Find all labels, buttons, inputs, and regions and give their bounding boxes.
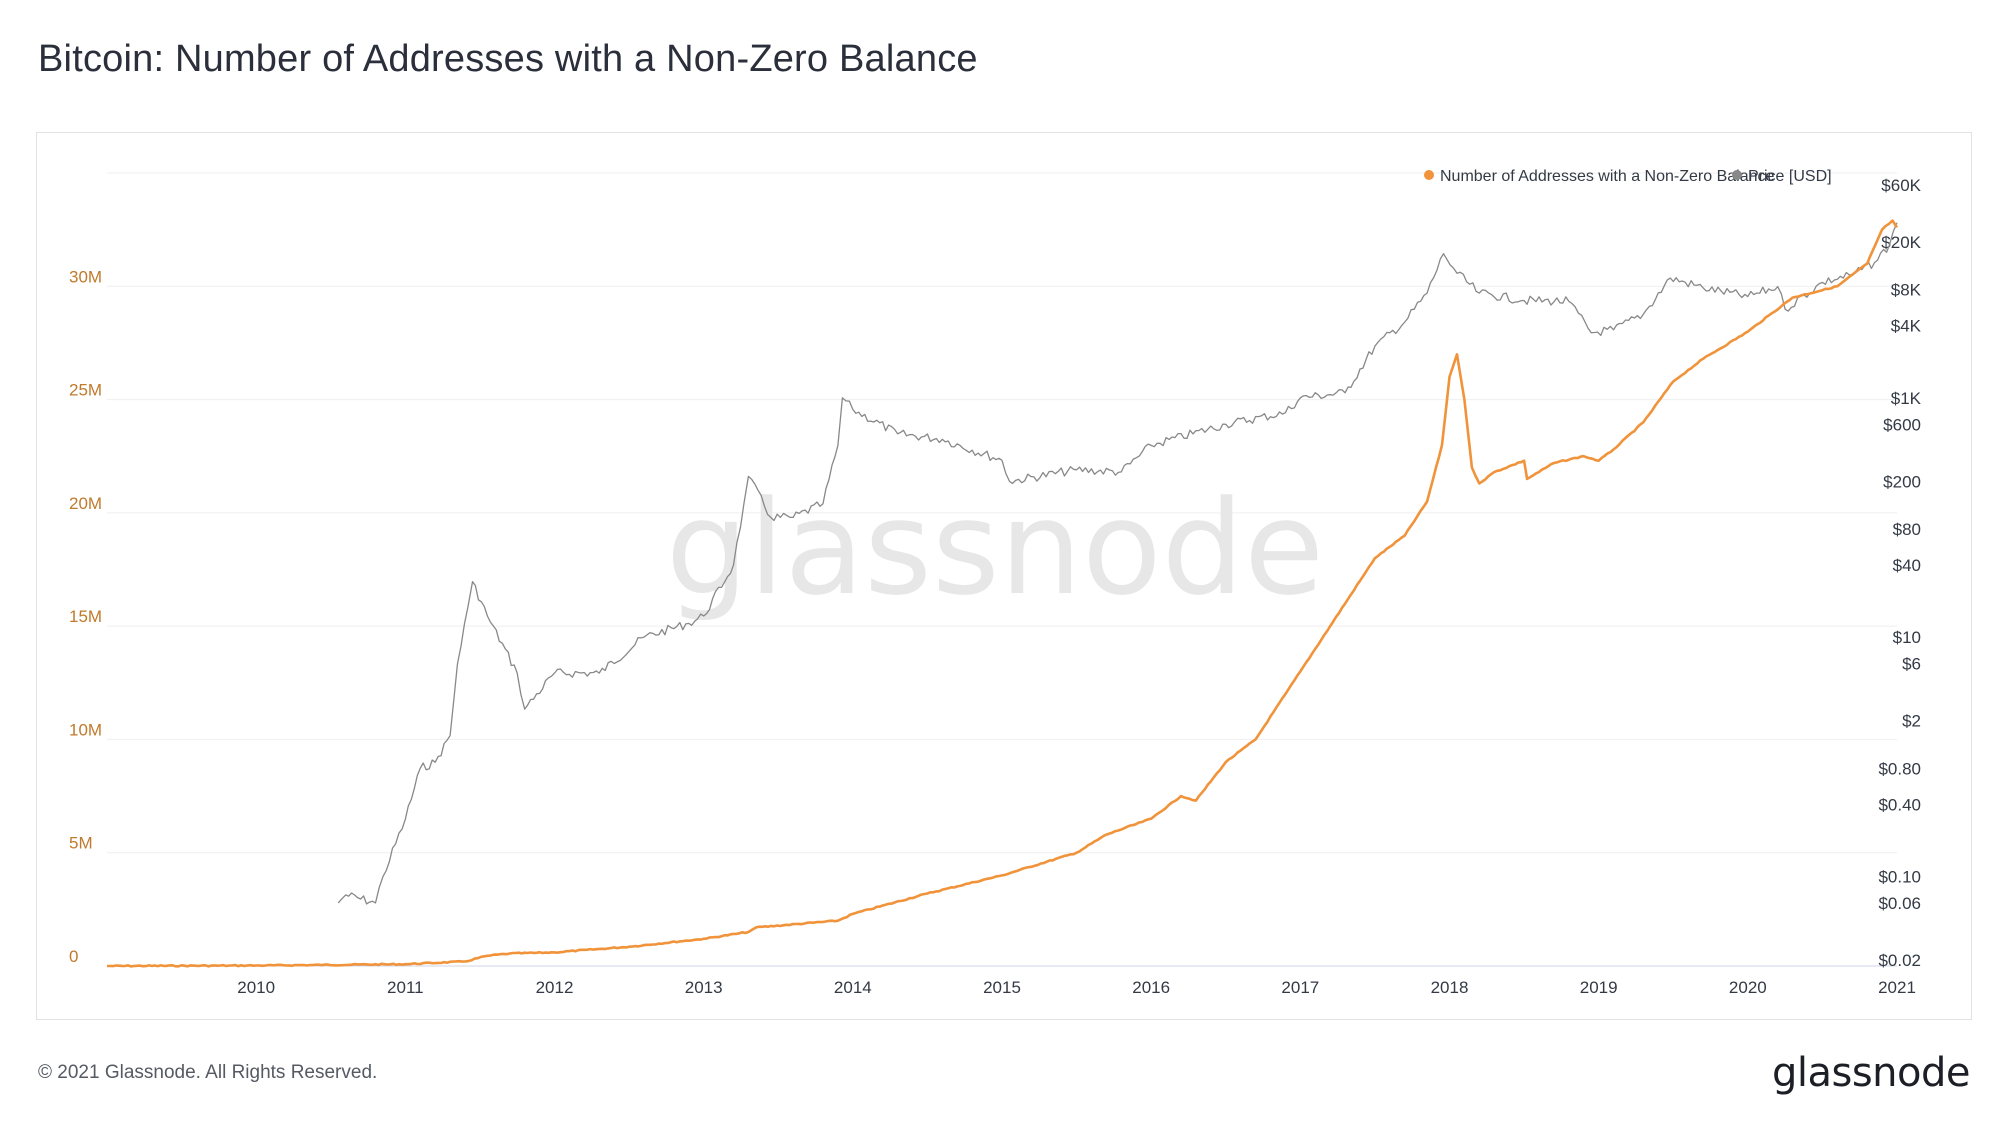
left-axis-tick-label: 15M	[69, 607, 102, 626]
glassnode-logo[interactable]: glassnode	[1771, 1050, 1971, 1096]
x-axis-tick-label: 2019	[1580, 978, 1618, 997]
right-axis-tick-label: $200	[1883, 472, 1921, 491]
left-axis-tick-label: 30M	[69, 267, 102, 286]
x-axis-tick-label: 2016	[1132, 978, 1170, 997]
addresses-series-line	[107, 219, 1899, 968]
copyright-text: © 2021 Glassnode. All Rights Reserved.	[38, 1062, 378, 1083]
price-series-line	[337, 222, 1898, 905]
x-axis-tick-label: 2018	[1431, 978, 1469, 997]
x-axis-tick-label: 2013	[685, 978, 723, 997]
legend-label-addresses[interactable]: Number of Addresses with a Non-Zero Bala…	[1440, 168, 1774, 185]
x-axis-tick-label: 2010	[237, 978, 275, 997]
legend: Number of Addresses with a Non-Zero Bala…	[1424, 168, 1832, 185]
right-axis-tick-label: $60K	[1881, 176, 1921, 195]
x-axis: 2010 2011 2012 2013 2014 2015 2016 2017 2018 2019…	[237, 978, 1916, 997]
right-axis-tick-label: $0.06	[1878, 894, 1921, 913]
x-axis-tick-label: 2015	[983, 978, 1021, 997]
watermark: glassnode	[666, 472, 1324, 624]
right-axis-tick-label: $0.80	[1878, 759, 1921, 778]
series-layer	[107, 219, 1899, 968]
grid-lines	[107, 172, 1897, 967]
legend-swatch-price	[1732, 170, 1742, 180]
right-axis-tick-label: $2	[1902, 712, 1921, 731]
x-axis-tick-label: 2020	[1729, 978, 1767, 997]
right-axis-tick-label: $8K	[1891, 281, 1922, 300]
left-axis-tick-label: 0	[69, 947, 78, 966]
left-axis: 0 5M 10M 15M 20M 25M 30M	[69, 267, 102, 966]
right-axis-tick-label: $10	[1893, 628, 1921, 647]
right-axis-tick-label: $1K	[1891, 389, 1922, 408]
x-axis-tick-label: 2017	[1281, 978, 1319, 997]
x-axis-tick-label: 2021	[1878, 978, 1916, 997]
right-axis-tick-label: $600	[1883, 415, 1921, 434]
left-axis-tick-label: 5M	[69, 834, 93, 853]
right-axis-tick-label: $0.40	[1878, 795, 1921, 814]
legend-label-price[interactable]: Price [USD]	[1748, 168, 1832, 185]
right-axis-tick-label: $80	[1893, 520, 1921, 539]
legend-swatch-addresses	[1424, 170, 1434, 180]
right-axis-tick-label: $0.10	[1878, 867, 1921, 886]
right-axis-tick-label: $4K	[1891, 317, 1922, 336]
right-axis: $0.02 $0.06 $0.10 $0.40 $0.80 $2 $6 $10 $40 $80 $2…	[1878, 176, 1921, 970]
x-axis-tick-label: 2014	[834, 978, 872, 997]
left-axis-tick-label: 20M	[69, 494, 102, 513]
right-axis-tick-label: $0.02	[1878, 951, 1921, 970]
right-axis-tick-label: $40	[1893, 556, 1921, 575]
right-axis-tick-label: $6	[1902, 655, 1921, 674]
x-axis-tick-label: 2011	[387, 978, 424, 997]
left-axis-tick-label: 10M	[69, 720, 102, 739]
chart-panel: glassnode 0 5M 10M 15M 20M 25M 30M $0.02 $0.06 $…	[36, 132, 1972, 1020]
x-axis-tick-label: 2012	[536, 978, 574, 997]
left-axis-tick-label: 25M	[69, 381, 102, 400]
chart-title: Bitcoin: Number of Addresses with a Non-…	[38, 38, 978, 80]
